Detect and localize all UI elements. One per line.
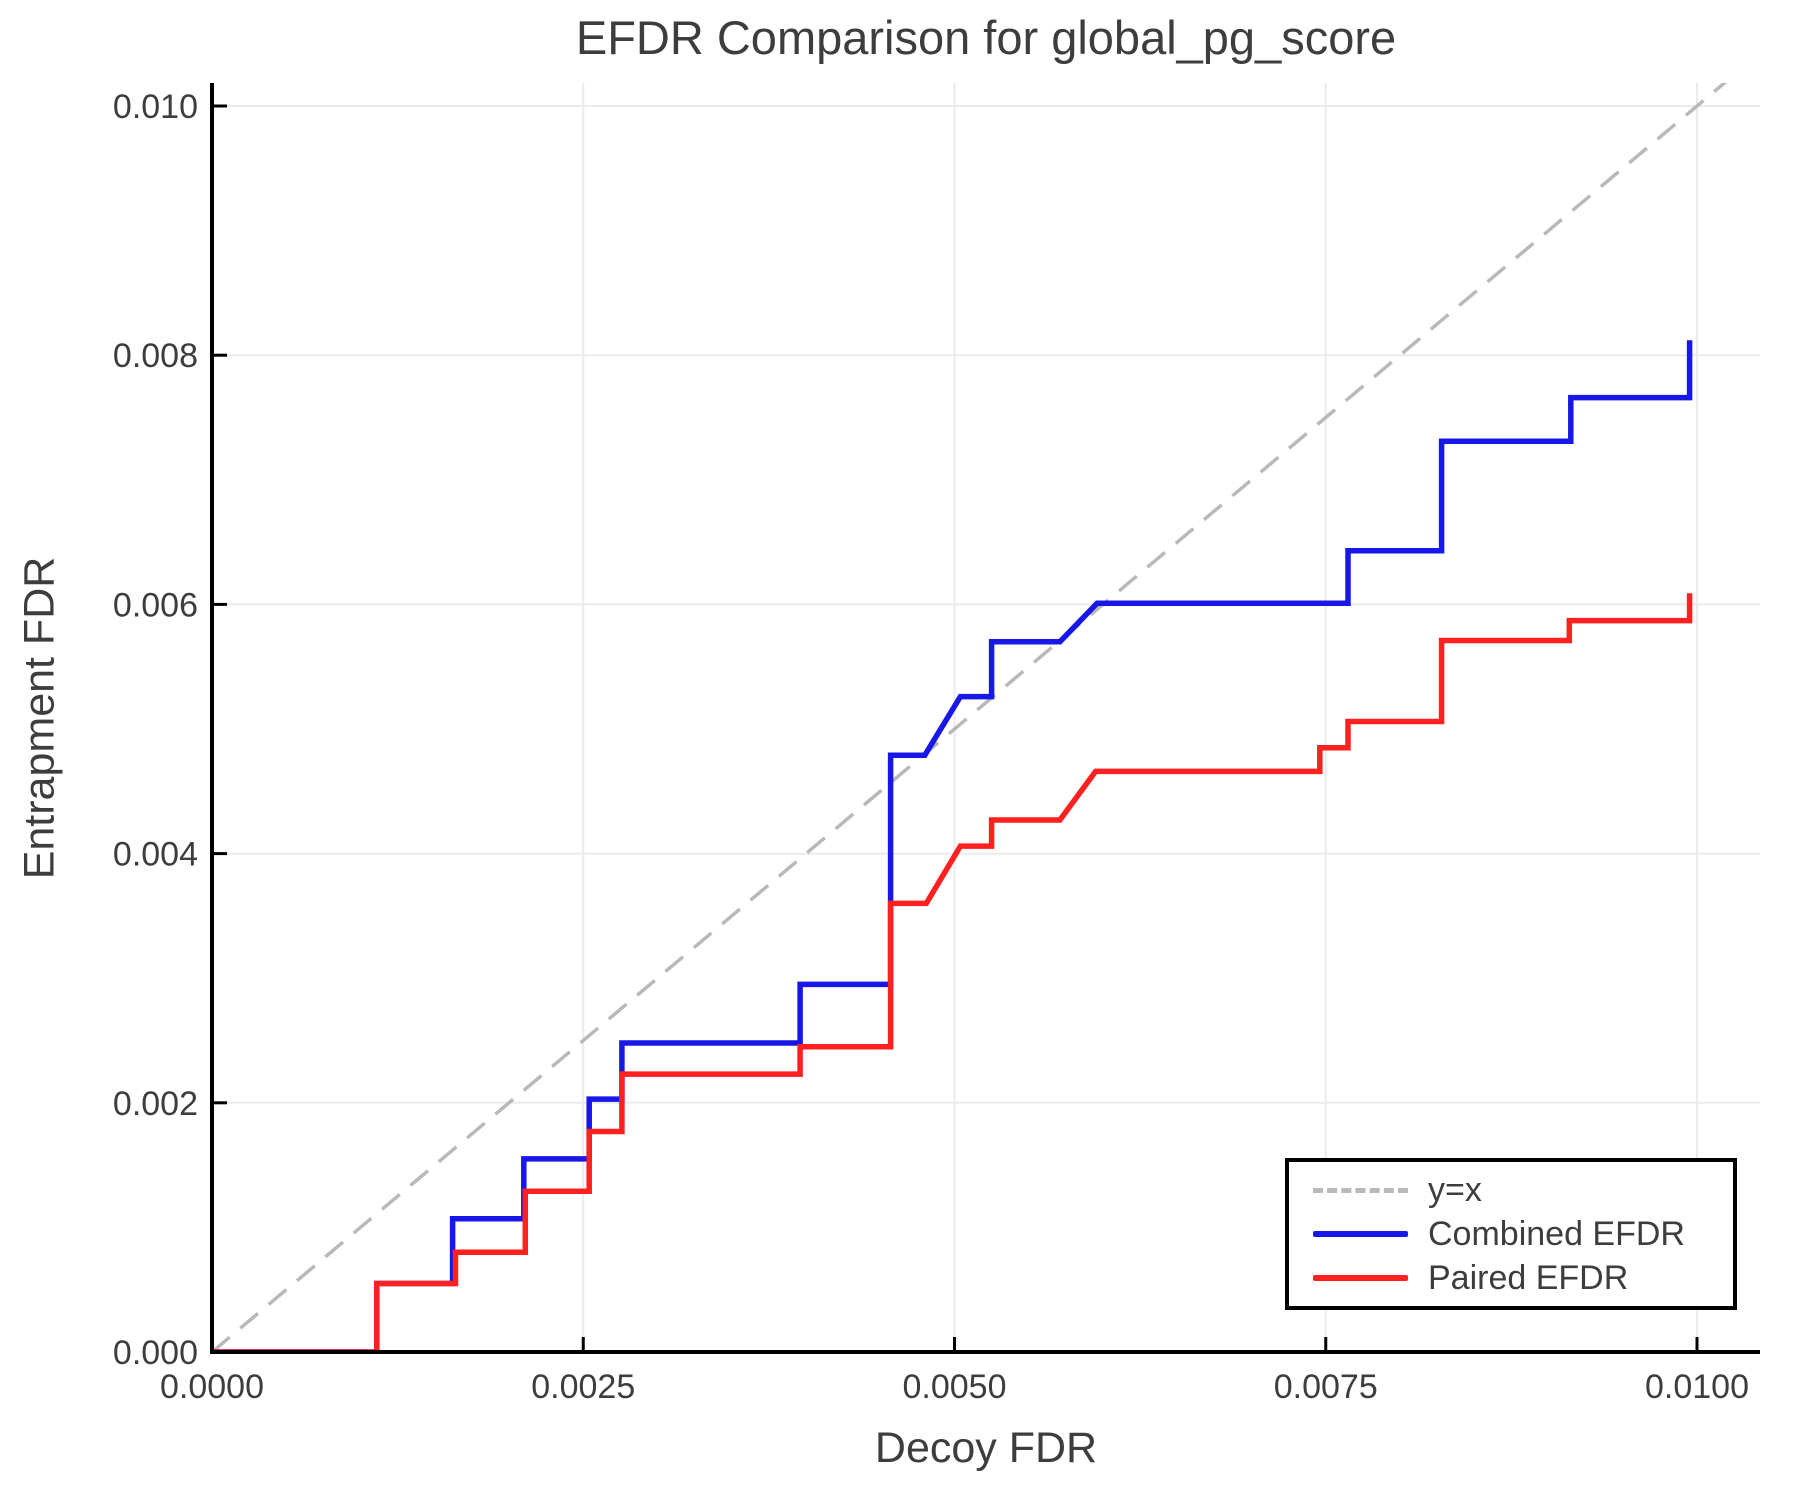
x-tick-label-0.0075: 0.0075 xyxy=(1274,1368,1378,1406)
y-tick-label-0.002: 0.002 xyxy=(113,1085,198,1123)
legend-label-paired-efdr: Paired EFDR xyxy=(1428,1258,1629,1297)
legend-item-paired-efdr: Paired EFDR xyxy=(1313,1259,1733,1297)
y-tick-label-0.006: 0.006 xyxy=(113,586,198,624)
y-tick-label-0.010: 0.010 xyxy=(113,88,198,126)
legend-label-combined-efdr: Combined EFDR xyxy=(1428,1214,1685,1253)
legend-label-yx: y=x xyxy=(1428,1170,1482,1209)
x-tick-label-0.0100: 0.0100 xyxy=(1645,1368,1749,1406)
series-line-combined-efdr xyxy=(212,340,1693,1352)
x-tick-label-0.0050: 0.0050 xyxy=(903,1368,1007,1406)
series-line-y-x xyxy=(212,83,1728,1352)
dashed-line-swatch-icon xyxy=(1313,1187,1408,1193)
legend: y=x Combined EFDR Paired EFDR xyxy=(1285,1158,1737,1310)
series-line-paired-efdr xyxy=(212,593,1693,1352)
legend-item-yx: y=x xyxy=(1313,1171,1733,1209)
x-tick-label-0.0000: 0.0000 xyxy=(160,1368,264,1406)
y-tick-label-0.004: 0.004 xyxy=(113,836,198,874)
x-tick-label-0.0025: 0.0025 xyxy=(531,1368,635,1406)
y-tick-label-0.008: 0.008 xyxy=(113,337,198,375)
legend-item-combined-efdr: Combined EFDR xyxy=(1313,1215,1733,1253)
x-axis-label: Decoy FDR xyxy=(874,1424,1098,1472)
red-line-swatch-icon xyxy=(1313,1275,1408,1281)
blue-line-swatch-icon xyxy=(1313,1231,1408,1237)
y-axis-label: Entrapment FDR xyxy=(15,556,64,880)
y-tick-label-0.000: 0.000 xyxy=(113,1334,198,1372)
chart-title: EFDR Comparison for global_pg_score xyxy=(575,11,1397,64)
